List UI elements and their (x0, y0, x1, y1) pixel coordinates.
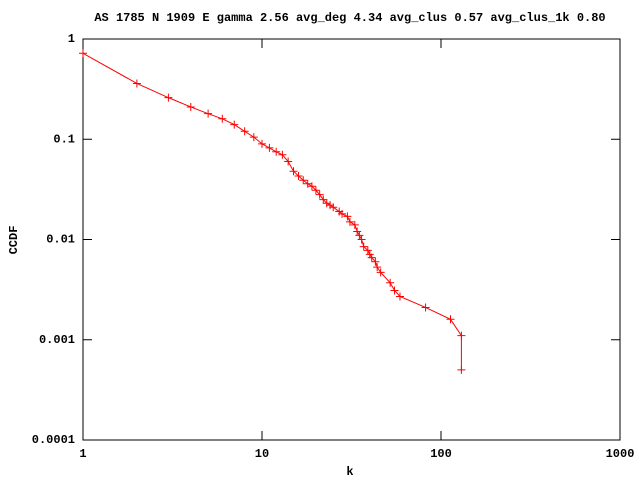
data-point (457, 365, 466, 374)
data-point (289, 167, 298, 176)
data-point (307, 182, 316, 191)
data-point (218, 114, 227, 123)
data-point (357, 235, 366, 244)
data-point (284, 157, 293, 166)
data-point (186, 102, 195, 111)
x-tick-label: 1 (79, 447, 86, 461)
data-point (322, 199, 331, 208)
y-axis-label: CCDF (7, 226, 21, 255)
data-point (303, 179, 312, 188)
y-tick-label: 1 (68, 32, 75, 46)
data-point (367, 253, 376, 262)
data-point (457, 331, 466, 340)
x-tick-label: 1000 (606, 447, 635, 461)
data-point (311, 186, 320, 195)
data-point (390, 286, 399, 295)
data-point (338, 209, 347, 218)
data-point (326, 201, 335, 210)
data-point (240, 127, 249, 136)
data-point (329, 203, 338, 212)
data-point (386, 278, 395, 287)
data-point (249, 133, 258, 142)
data-point (371, 257, 380, 266)
y-tick-label: 0.001 (39, 333, 75, 347)
data-point (230, 120, 239, 129)
data-point (272, 147, 281, 156)
data-point (373, 263, 382, 272)
data-point (265, 143, 274, 152)
data-point (345, 217, 354, 226)
data-point (421, 303, 430, 312)
data-point (204, 109, 213, 118)
data-point (355, 231, 364, 240)
data-point (376, 268, 385, 277)
data-point (132, 79, 141, 88)
x-tick-label: 100 (430, 447, 452, 461)
x-axis-label: k (346, 465, 353, 479)
chart-title: AS 1785 N 1909 E gamma 2.56 avg_deg 4.34… (94, 11, 605, 25)
y-tick-label: 0.01 (46, 233, 75, 247)
data-point (343, 212, 352, 221)
data-point (359, 242, 368, 251)
data-point (258, 139, 266, 148)
data-point (294, 171, 303, 180)
data-point (363, 246, 372, 255)
data-point (299, 176, 308, 185)
data-point (350, 220, 359, 229)
x-tick-label: 10 (255, 447, 269, 461)
data-point (79, 49, 87, 58)
data-point (278, 150, 287, 159)
data-point (319, 195, 328, 204)
data-point (164, 93, 173, 102)
data-point (365, 250, 374, 259)
y-tick-label: 0.0001 (32, 433, 75, 447)
data-point (395, 292, 404, 301)
y-tick-label: 0.1 (53, 132, 75, 146)
data-point (315, 190, 324, 199)
data-point (446, 315, 455, 324)
